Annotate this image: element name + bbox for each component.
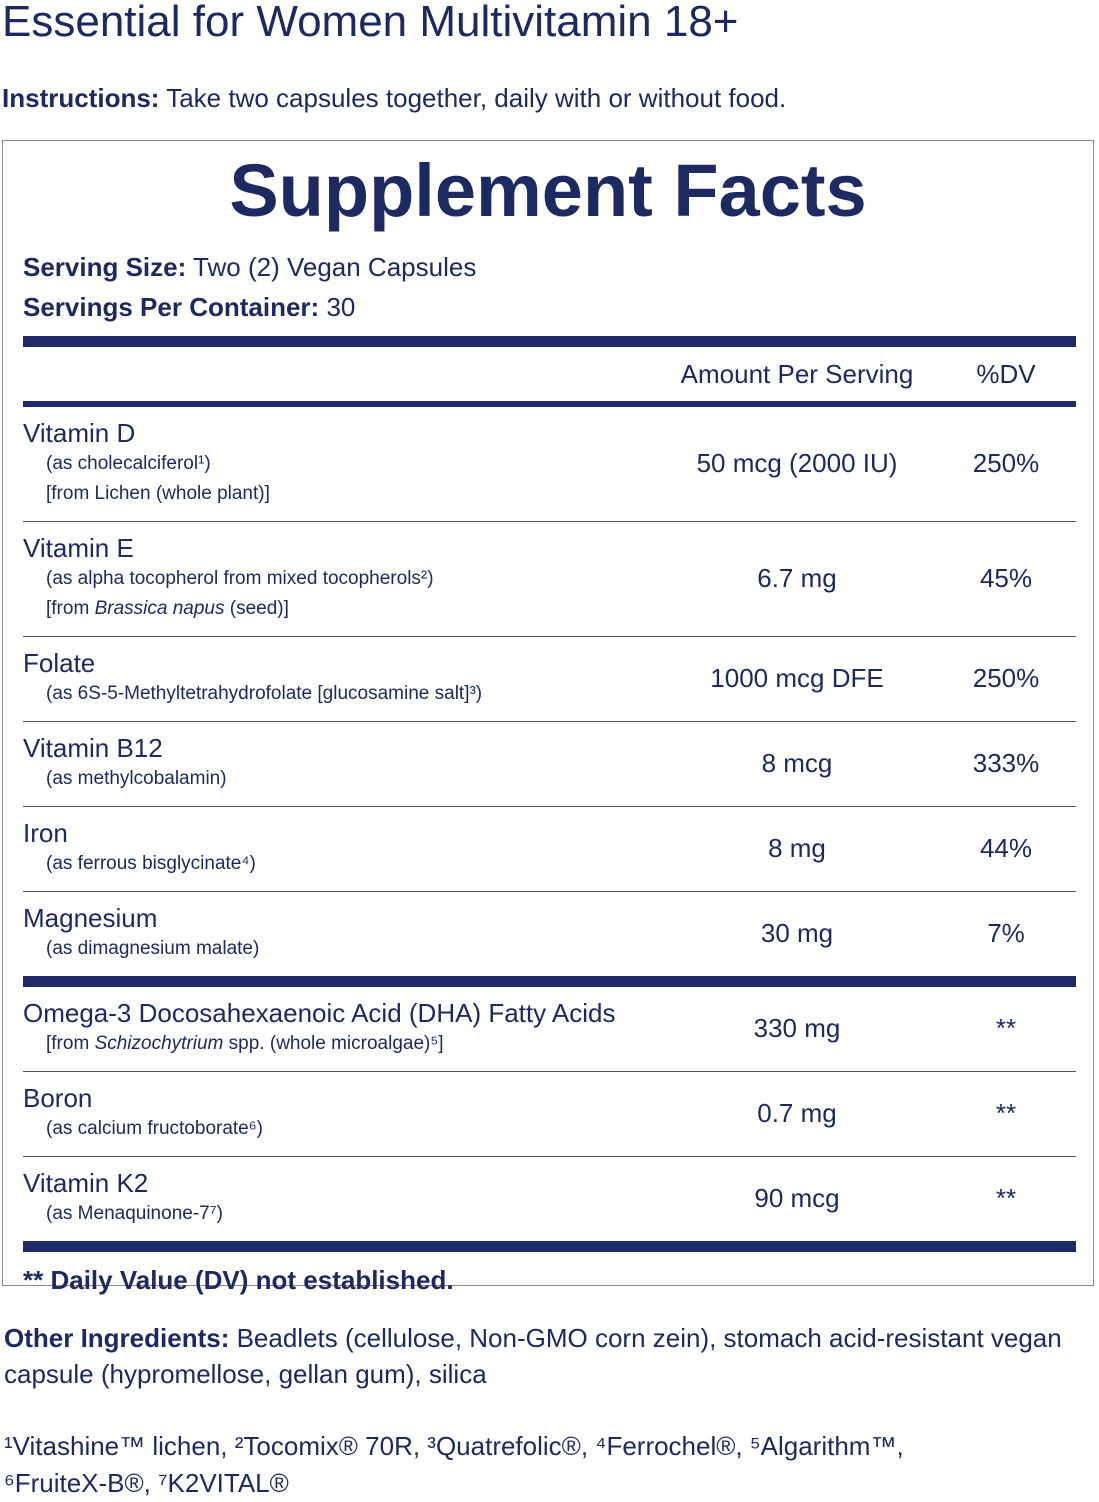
daily-value: 250% — [972, 662, 1040, 693]
nutrient-name: Magnesium — [23, 903, 158, 933]
nutrient-note: (as alpha tocopherol from mixed tocopher… — [23, 564, 663, 594]
amount: 0.7 mg — [757, 1097, 837, 1128]
nutrient-row: Folate (as 6S-5-Methyltetrahydrofolate [g… — [23, 637, 1076, 722]
daily-value: 7% — [987, 917, 1025, 948]
nutrient-note: (as methylcobalamin) — [23, 764, 663, 794]
text: 30 — [326, 292, 356, 322]
instructions: Instructions: Take two capsules together… — [2, 82, 786, 114]
rule — [23, 401, 1076, 407]
nutrient-row: Omega-3 Docosahexaenoic Acid (DHA) Fatty… — [23, 987, 1076, 1072]
nutrient-note: (as 6S-5-Methyltetrahydrofolate [glucosa… — [23, 679, 663, 709]
nutrient-cell: Iron (as ferrous bisglycinate⁴) — [23, 817, 663, 879]
facts-title: Supplement Facts — [229, 149, 867, 232]
nutrient-name: Vitamin B12 — [23, 733, 163, 763]
nutrient-row: Vitamin D (as cholecalciferol¹) [from Lich… — [23, 407, 1076, 522]
note-text: (as 6S-5-Methyltetrahydrofolate [glucosa… — [46, 683, 483, 704]
text: Take two capsules together, daily with o… — [166, 83, 787, 113]
nutrient-note: (as cholecalciferol¹) — [23, 449, 663, 479]
amount: 1000 mcg DFE — [710, 662, 884, 693]
amount: 8 mg — [768, 832, 826, 863]
header-row: Amount Per Serving %DV — [23, 347, 1076, 401]
nutrient-name: Folate — [23, 648, 96, 678]
nutrient-note: [from Brassica napus (seed)] — [23, 594, 663, 624]
nutrient-cell: Vitamin K2 (as Menaquinone-7⁷) — [23, 1167, 663, 1229]
note-text: [from — [46, 1033, 95, 1054]
daily-value: ** — [995, 1012, 1017, 1043]
product-title: Essential for Women Multivitamin 18+ — [2, 0, 739, 46]
nutrient-cell: Vitamin E (as alpha tocopherol from mixed… — [23, 532, 663, 624]
note-text: (as methylcobalamin) — [46, 768, 227, 789]
nutrient-note: (as calcium fructoborate⁶) — [23, 1114, 663, 1144]
note-text: (as alpha tocopherol from mixed tocopher… — [46, 568, 434, 589]
servings-per-container: Servings Per Container: 30 — [23, 291, 355, 323]
nutrient-cell: Vitamin D (as cholecalciferol¹) [from Lich… — [23, 417, 663, 509]
note-text: (as calcium fructoborate⁶) — [46, 1118, 263, 1139]
nutrient-row: Iron (as ferrous bisglycinate⁴) 8 mg 44% — [23, 807, 1076, 892]
daily-value: 44% — [979, 832, 1033, 863]
nutrient-name: Omega-3 Docosahexaenoic Acid (DHA) Fatty… — [23, 998, 616, 1028]
nutrient-cell: Folate (as 6S-5-Methyltetrahydrofolate [g… — [23, 647, 663, 709]
label: Other Ingredients: — [4, 1323, 230, 1353]
amount: 50 mcg (2000 IU) — [696, 447, 898, 478]
daily-value: 45% — [979, 562, 1033, 593]
rule — [23, 976, 1076, 987]
daily-value: ** — [995, 1182, 1017, 1213]
nutrient-row: Vitamin B12 (as methylcobalamin) 8 mcg 333% — [23, 722, 1076, 807]
note-text: (as dimagnesium malate) — [46, 938, 260, 959]
amount: 6.7 mg — [757, 562, 837, 593]
nutrient-note: [from Schizochytrium spp. (whole microal… — [23, 1029, 663, 1059]
nutrient-cell: Boron (as calcium fructoborate⁶) — [23, 1082, 663, 1144]
nutrient-cell: Omega-3 Docosahexaenoic Acid (DHA) Fatty… — [23, 997, 663, 1059]
dv-header: %DV — [976, 358, 1036, 389]
trademarks: ¹Vitashine™ lichen, ²Tocomix® 70R, ³Quat… — [4, 1431, 904, 1498]
nutrient-cell: Magnesium (as dimagnesium malate) — [23, 902, 663, 964]
amount: 90 mcg — [754, 1182, 840, 1213]
rule — [23, 336, 1076, 347]
footnote: ** Daily Value (DV) not established. — [23, 1265, 454, 1295]
nutrient-name: Boron — [23, 1083, 93, 1113]
note-text: (as Menaquinone-7⁷) — [46, 1203, 223, 1224]
nutrient-name: Iron — [23, 818, 68, 848]
text: Beadlets (cellulose, Non-GMO corn zein),… — [4, 1323, 1062, 1389]
amount-header: Amount Per Serving — [680, 358, 914, 389]
nutrient-row: Vitamin K2 (as Menaquinone-7⁷) 90 mcg ** — [23, 1157, 1076, 1241]
facts-table: Amount Per Serving %DV Vitamin D (as chol… — [23, 336, 1076, 1296]
rule — [23, 1241, 1076, 1252]
note-text: (as ferrous bisglycinate⁴) — [46, 853, 256, 874]
note-text: [from Lichen (whole plant)] — [46, 483, 270, 504]
daily-value: 250% — [972, 447, 1040, 478]
note-text: Schizochytrium — [94, 1033, 224, 1054]
note-text: spp. (whole microalgae)⁵] — [223, 1033, 444, 1054]
daily-value: ** — [995, 1097, 1017, 1128]
nutrient-note: (as Menaquinone-7⁷) — [23, 1199, 663, 1229]
nutrient-row: Boron (as calcium fructoborate⁶) 0.7 mg ** — [23, 1072, 1076, 1157]
label: Instructions: — [2, 83, 160, 113]
amount: 30 mg — [760, 917, 834, 948]
nutrient-note: [from Lichen (whole plant)] — [23, 479, 663, 509]
note-text: Brassica napus — [94, 598, 225, 619]
nutrient-row: Vitamin E (as alpha tocopherol from mixed… — [23, 522, 1076, 637]
nutrient-note: (as dimagnesium malate) — [23, 934, 663, 964]
label: Servings Per Container: — [23, 292, 320, 322]
amount: 330 mg — [753, 1012, 841, 1043]
daily-value: 333% — [972, 747, 1040, 778]
amount: 8 mcg — [761, 747, 833, 778]
label: Serving Size: — [23, 252, 187, 282]
facts-panel: Supplement Facts Serving Size: Two (2) V… — [2, 140, 1094, 1295]
text: Two (2) Vegan Capsules — [193, 252, 477, 282]
note-text: (seed)] — [224, 598, 289, 619]
nutrient-cell: Vitamin B12 (as methylcobalamin) — [23, 732, 663, 794]
nutrient-note: (as ferrous bisglycinate⁴) — [23, 849, 663, 879]
nutrient-name: Vitamin D — [23, 418, 136, 448]
nutrient-name: Vitamin K2 — [23, 1168, 149, 1198]
note-text: [from — [46, 598, 95, 619]
other-ingredients: Other Ingredients: Beadlets (cellulose, … — [4, 1320, 1074, 1392]
serving-size: Serving Size: Two (2) Vegan Capsules — [23, 251, 476, 283]
nutrient-row: Magnesium (as dimagnesium malate) 30 mg 7% — [23, 892, 1076, 976]
note-text: (as cholecalciferol¹) — [46, 453, 211, 474]
nutrient-name: Vitamin E — [23, 533, 134, 563]
